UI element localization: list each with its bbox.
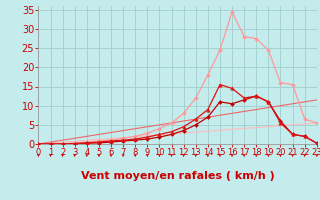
X-axis label: Vent moyen/en rafales ( km/h ): Vent moyen/en rafales ( km/h ) <box>81 171 275 181</box>
